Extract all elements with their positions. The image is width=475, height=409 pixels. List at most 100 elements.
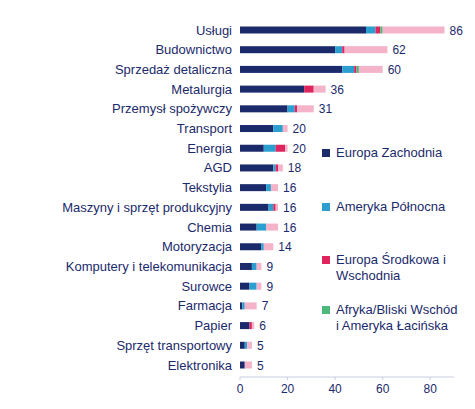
bar-segment <box>342 66 354 73</box>
bar-segment <box>266 184 271 191</box>
bar-segment <box>345 46 388 53</box>
x-axis-line <box>240 377 454 378</box>
tick-mark <box>335 377 336 380</box>
bar-segment <box>269 204 274 211</box>
bar-segment <box>240 243 261 250</box>
legend-swatch <box>322 256 330 264</box>
bar-segment <box>261 243 263 250</box>
total-label: 14 <box>278 240 292 254</box>
total-label: 62 <box>392 43 406 57</box>
bar-segment <box>278 164 283 171</box>
bar-segment <box>240 27 366 34</box>
bar-segment <box>240 145 264 152</box>
bar-segment <box>354 66 356 73</box>
total-label: 31 <box>319 102 333 116</box>
bar-segment <box>250 322 252 329</box>
bar-segment <box>240 302 242 309</box>
bar-segment <box>276 164 278 171</box>
bar-segment <box>245 302 257 309</box>
bar-segment <box>242 302 244 309</box>
tick-mark <box>240 377 241 380</box>
bar-segment <box>304 86 314 93</box>
category-label: Motoryzacja <box>162 239 233 254</box>
total-label: 5 <box>257 359 264 373</box>
bar-segment <box>240 164 273 171</box>
category-label: Chemia <box>187 220 233 235</box>
bar-segment <box>252 322 254 329</box>
bar-segment <box>359 66 383 73</box>
legend-label: Europa Zachodnia <box>336 145 460 161</box>
bar-segment <box>314 86 326 93</box>
bar-segment <box>295 105 297 112</box>
category-label: Farmacja <box>178 298 233 313</box>
category-label: Maszyny i sprzęt produkcyjny <box>62 200 232 215</box>
legend-swatch <box>322 306 330 314</box>
bar-segment <box>257 283 262 290</box>
bars <box>240 27 444 369</box>
bar-segment <box>252 263 257 270</box>
category-label: Przemysł spożywczy <box>112 101 232 116</box>
bar-segment <box>276 204 278 211</box>
total-label: 7 <box>262 299 269 313</box>
bar-segment <box>240 362 245 369</box>
tick-label: 0 <box>237 382 244 396</box>
bar-segment <box>366 27 376 34</box>
category-label: Energia <box>187 141 233 156</box>
bar-segment <box>266 224 278 231</box>
total-label: 20 <box>293 142 307 156</box>
bar-segment <box>240 105 288 112</box>
tick-mark <box>430 377 431 380</box>
bar-segment <box>283 125 288 132</box>
category-label: Tekstylia <box>182 180 233 195</box>
bar-segment <box>273 204 275 211</box>
bar-segment <box>240 184 266 191</box>
total-label: 18 <box>288 161 302 175</box>
bar-segment <box>380 27 382 34</box>
category-label: Usługi <box>196 23 232 38</box>
bar-segment <box>240 46 335 53</box>
total-label: 16 <box>283 201 297 215</box>
bar-segment <box>276 145 286 152</box>
tick-label: 20 <box>281 382 295 396</box>
bar-segment <box>247 342 252 349</box>
bar-segment <box>250 283 257 290</box>
bar-segment <box>383 27 445 34</box>
total-label: 6 <box>259 319 266 333</box>
bar-segment <box>245 362 252 369</box>
legend-label: Ameryka Północna <box>336 199 460 215</box>
category-label: Komputery i telekomunikacja <box>66 259 233 274</box>
category-label: Metalurgia <box>171 82 232 97</box>
bar-segment <box>297 105 314 112</box>
tick-label: 40 <box>328 382 342 396</box>
bar-segment <box>257 263 262 270</box>
bar-segment <box>335 46 342 53</box>
total-label: 9 <box>266 260 273 274</box>
total-label: 16 <box>283 181 297 195</box>
legend-swatch <box>322 149 330 157</box>
total-label: 86 <box>449 24 463 38</box>
bar-segment <box>240 263 252 270</box>
bar-segment <box>240 125 273 132</box>
category-label: Sprzęt transportowy <box>116 338 232 353</box>
legend-label: Afryka/Bliski Wschód i Ameryka Łacińska <box>336 302 460 334</box>
category-label: Papier <box>194 318 232 333</box>
tick-mark <box>382 377 383 380</box>
bar-segment <box>240 66 342 73</box>
category-label: Elektronika <box>168 358 233 373</box>
bar-segment <box>245 342 247 349</box>
bar-segment <box>264 243 274 250</box>
category-label: Sprzedaż detaliczna <box>115 62 233 77</box>
bar-segment <box>240 283 250 290</box>
bar-segment <box>273 164 275 171</box>
bar-segment <box>285 145 287 152</box>
bar-segment <box>273 125 283 132</box>
tick-label: 80 <box>424 382 438 396</box>
bar-segment <box>342 46 344 53</box>
bar-segment <box>264 145 276 152</box>
bar-segment <box>257 224 267 231</box>
legend-swatch <box>322 203 330 211</box>
bar-segment <box>376 27 381 34</box>
bar-segment <box>240 322 250 329</box>
bar-segment <box>240 224 257 231</box>
total-label: 60 <box>388 63 402 77</box>
